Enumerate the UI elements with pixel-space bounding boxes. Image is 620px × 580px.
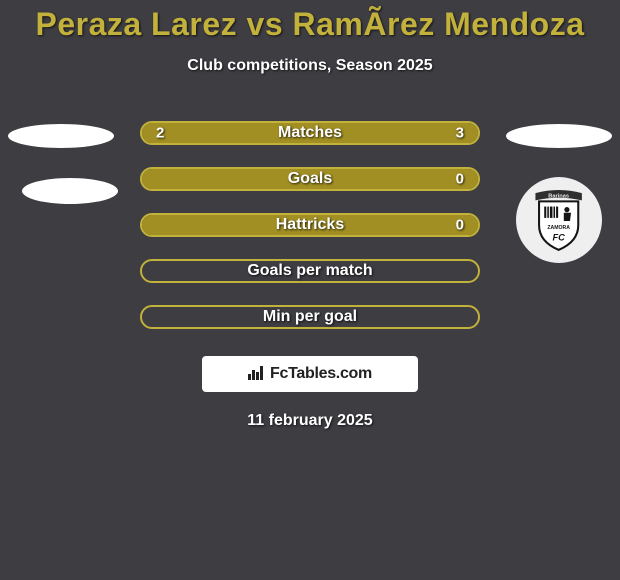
stat-bar: Goals0 bbox=[140, 167, 480, 191]
decorative-ellipse bbox=[506, 124, 612, 148]
stat-bar-value-right: 0 bbox=[456, 171, 464, 188]
stat-bar-label: Min per goal bbox=[142, 308, 478, 326]
stat-bar: Hattricks0 bbox=[140, 213, 480, 237]
stat-bar: Min per goal bbox=[140, 305, 480, 329]
stat-bar-label: Goals per match bbox=[142, 262, 478, 280]
comparison-title: Peraza Larez vs RamÃ­rez Mendoza bbox=[0, 0, 620, 43]
bar-chart-icon bbox=[248, 364, 266, 385]
decorative-ellipse bbox=[8, 124, 114, 148]
stat-bar-label: Matches bbox=[142, 124, 478, 142]
shield-icon: Barinas ZAMORA FC bbox=[532, 189, 585, 251]
stat-bar: Matches2 3 bbox=[140, 121, 480, 145]
title-player-right: RamÃ­rez Mendoza bbox=[293, 6, 585, 42]
brand-text: FcTables.com bbox=[270, 365, 372, 383]
comparison-subtitle: Club competitions, Season 2025 bbox=[0, 57, 620, 75]
svg-text:ZAMORA: ZAMORA bbox=[548, 225, 571, 231]
title-vs: vs bbox=[247, 6, 284, 42]
stat-bar: Goals per match bbox=[140, 259, 480, 283]
svg-text:Barinas: Barinas bbox=[549, 193, 570, 199]
stat-bar-label: Hattricks bbox=[142, 216, 478, 234]
brand-box: FcTables.com bbox=[202, 356, 418, 392]
svg-text:FC: FC bbox=[553, 233, 566, 243]
stat-bar-value-right: 0 bbox=[456, 217, 464, 234]
decorative-ellipse bbox=[22, 178, 118, 204]
club-badge: Barinas ZAMORA FC bbox=[516, 177, 602, 263]
title-player-left: Peraza Larez bbox=[35, 6, 237, 42]
stat-bar-value-right: 3 bbox=[456, 125, 464, 142]
stat-bar-value-left: 2 bbox=[156, 125, 164, 142]
comparison-date: 11 february 2025 bbox=[0, 412, 620, 430]
stat-bar-label: Goals bbox=[142, 170, 478, 188]
